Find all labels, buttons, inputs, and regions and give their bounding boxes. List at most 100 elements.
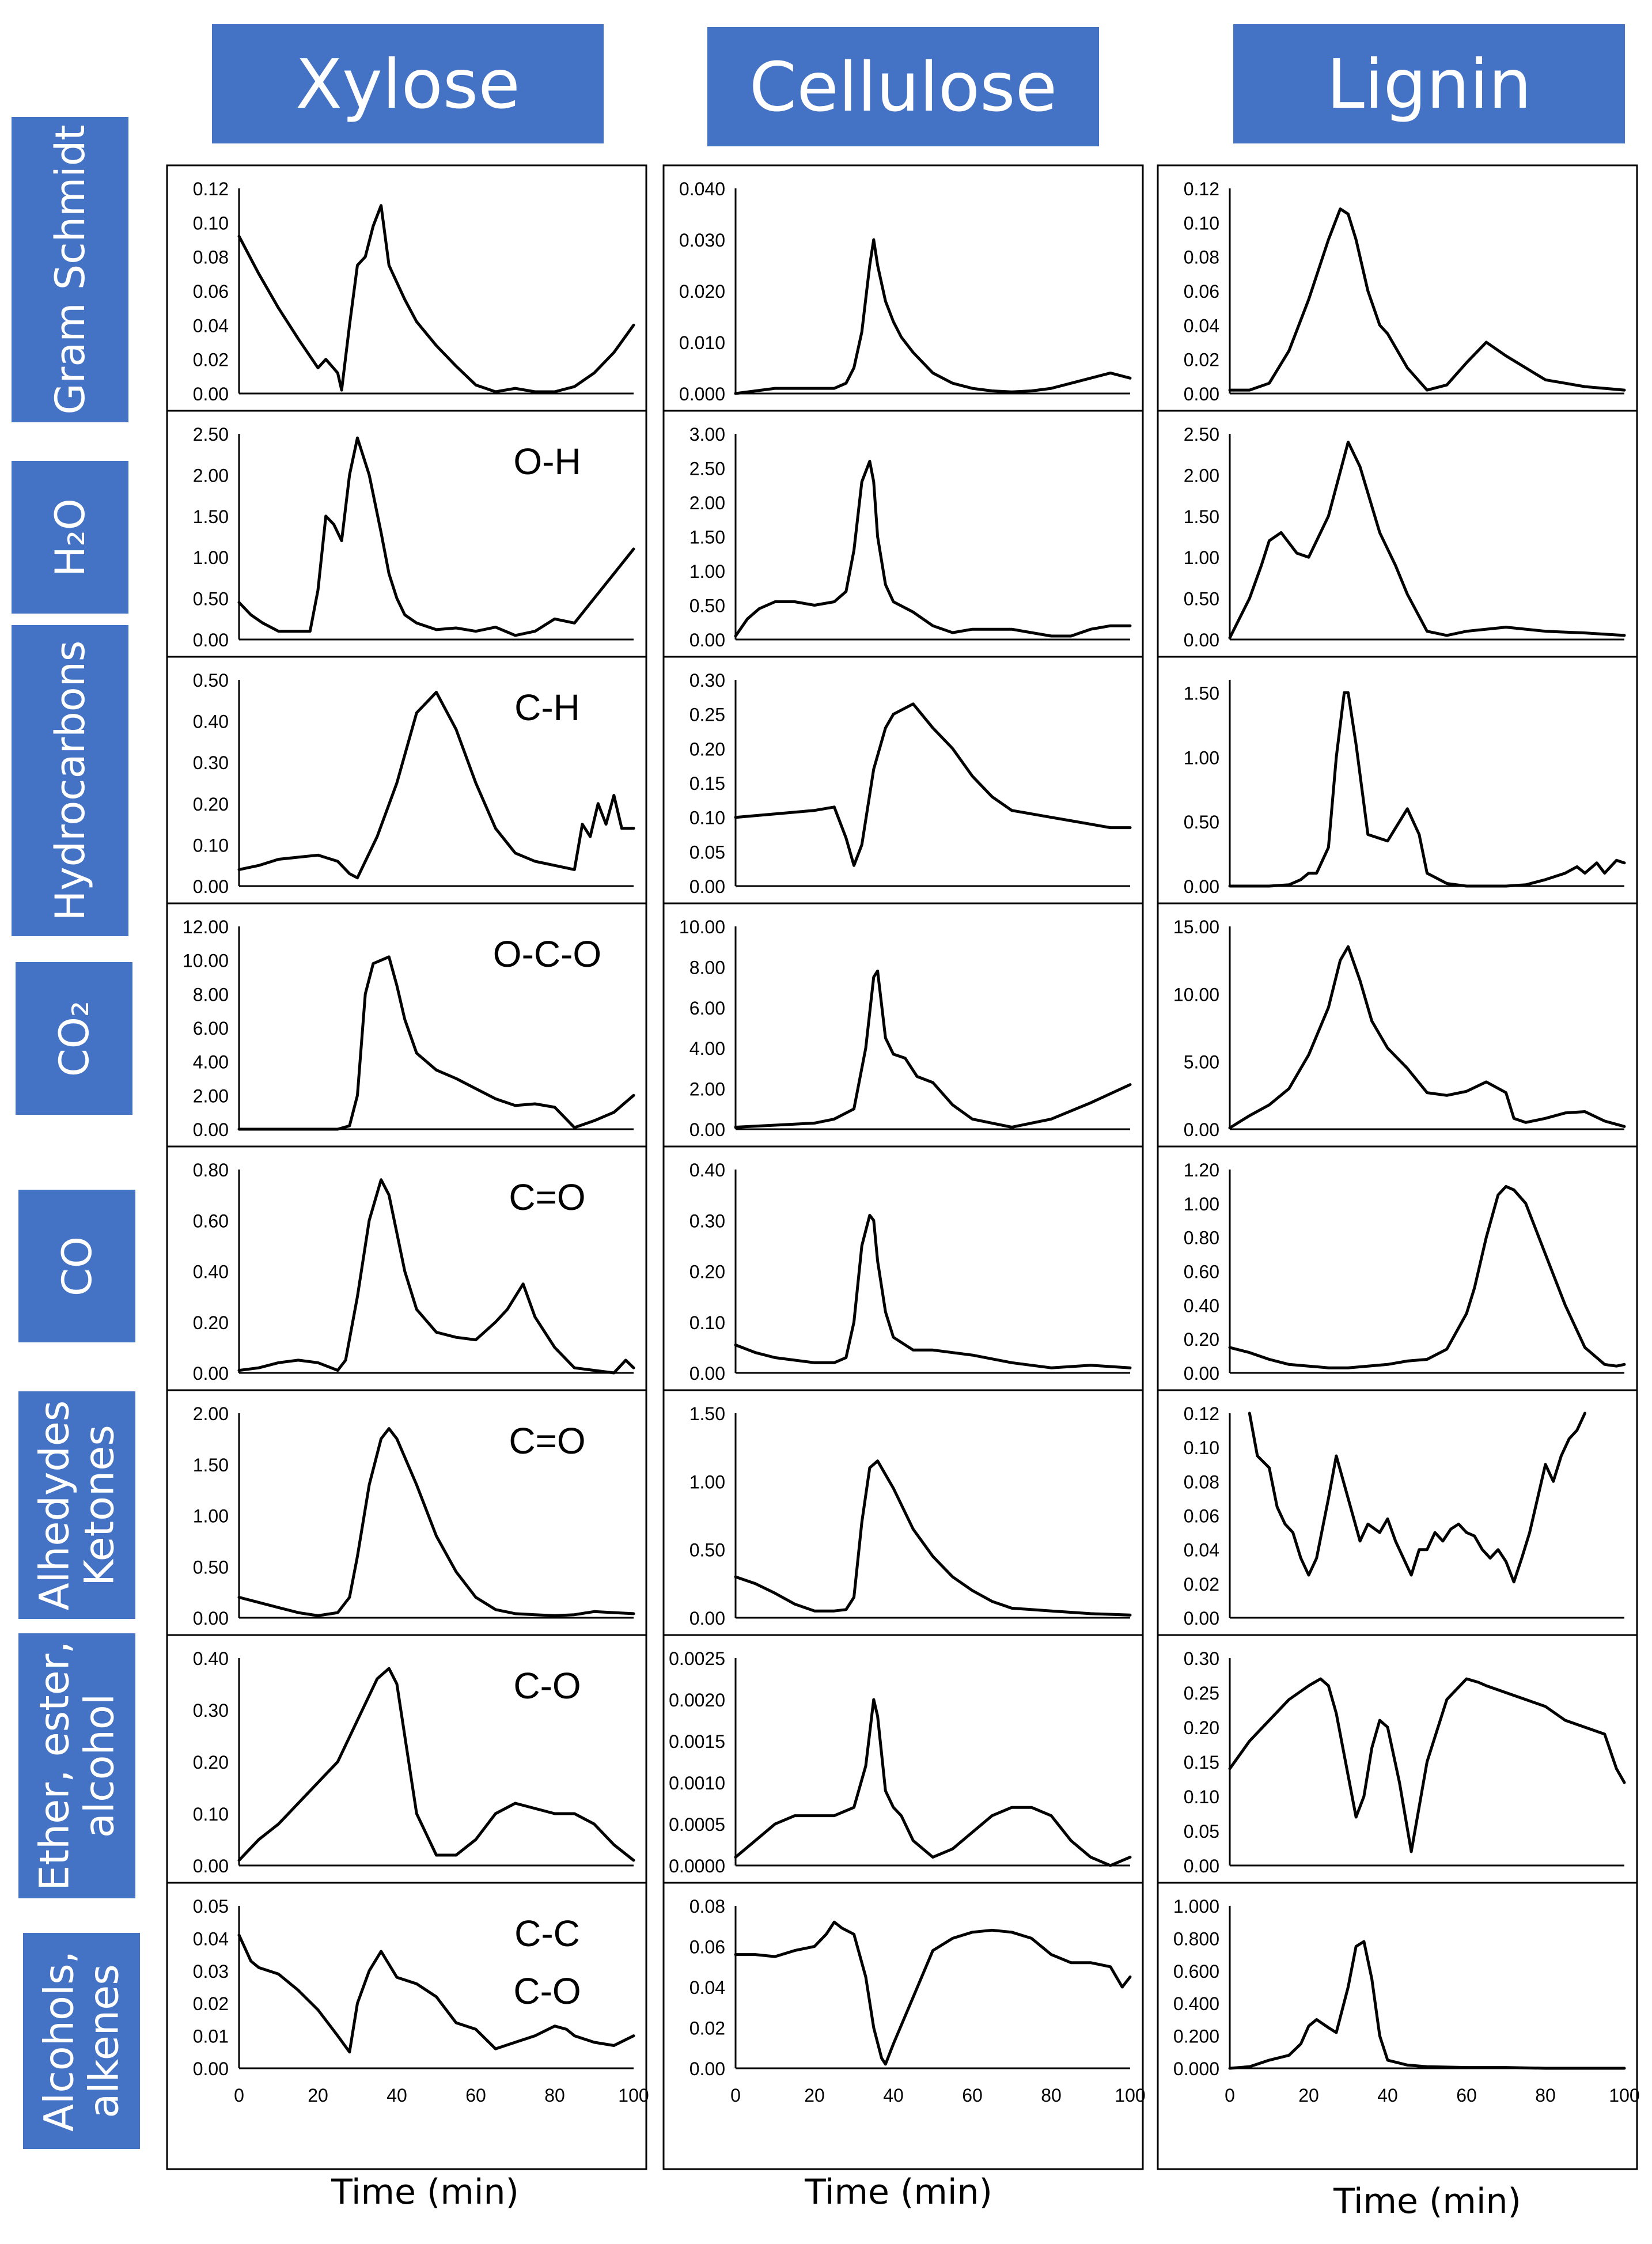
chart-cellulose-gram-schmidt: 0.000 0.010 0.020 0.030 0.040: [662, 164, 1144, 412]
y-tick-label: 0.00: [193, 2058, 229, 2079]
series-line: [237, 436, 635, 637]
y-tick-label: 0.08: [1184, 1471, 1219, 1492]
y-tick-label: 0.02: [689, 2018, 725, 2039]
y-tick-label: 3.00: [689, 424, 725, 445]
bond-label: C-H: [514, 687, 580, 728]
y-tick-label: 2.00: [193, 1085, 229, 1106]
series-line: [1228, 1185, 1626, 1369]
y-tick-label: 0.00: [193, 1119, 229, 1140]
y-tick-label: 0.00: [193, 876, 229, 897]
y-tick-label: 2.50: [689, 459, 725, 479]
chart-lignin-gram-schmidt: 0.00 0.02 0.04 0.06 0.08 0.10 0.12: [1157, 164, 1638, 412]
y-tick-label: 15.00: [1173, 917, 1219, 937]
column-header-lignin: Lignin: [1233, 24, 1625, 143]
y-tick-label: 0.50: [1184, 589, 1219, 610]
y-tick-label: 0.40: [689, 1160, 725, 1180]
y-tick-label: 1.00: [689, 1471, 725, 1492]
row-label-h2o: H₂O: [12, 461, 128, 614]
chart-xylose-ether-ester-alcohol: 0.00 0.10 0.20 0.30 0.40 C-O: [166, 1634, 647, 1884]
x-tick-label: 40: [387, 2085, 407, 2106]
y-tick-label: 0.00: [1184, 1856, 1219, 1876]
x-tick-label: 0: [234, 2085, 244, 2106]
x-axis-title-lignin: Time (min): [1333, 2181, 1521, 2222]
y-tick-label: 0.50: [193, 670, 229, 691]
y-tick-label: 1.50: [689, 1403, 725, 1424]
y-tick-label: 0.10: [1184, 1437, 1219, 1458]
y-tick-label: 0.30: [193, 1700, 229, 1721]
y-tick-label: 1.50: [193, 1455, 229, 1475]
chart-cellulose-aldehydes-ketones: 0.00 0.50 1.00 1.50: [662, 1389, 1144, 1636]
y-tick-label: 0.0010: [669, 1773, 725, 1793]
y-tick-label: 6.00: [193, 1018, 229, 1039]
y-tick-label: 0.030: [679, 230, 725, 251]
series-line: [734, 969, 1132, 1129]
chart-lignin-ether-ester-alcohol: 0.00 0.05 0.10 0.15 0.20 0.25 0.30: [1157, 1634, 1638, 1884]
y-tick-label: 1.50: [1184, 506, 1219, 527]
chart-cellulose-ether-ester-alcohol: 0.0000 0.0005 0.0010 0.0015 0.0020 0.0025: [662, 1634, 1144, 1884]
y-tick-label: 0.12: [1184, 179, 1219, 199]
y-tick-label: 0.06: [689, 1937, 725, 1958]
y-tick-label: 0.80: [1184, 1228, 1219, 1248]
bond-label: C=O: [509, 1176, 585, 1218]
y-tick-label: 0.12: [1184, 1403, 1219, 1424]
x-tick-label: 20: [1298, 2085, 1319, 2106]
chart-xylose-h2o: 0.00 0.50 1.00 1.50 2.00 2.50 O-H: [166, 410, 647, 658]
x-axis-title-cellulose: Time (min): [805, 2172, 992, 2212]
y-tick-label: 0.04: [193, 1928, 229, 1949]
y-tick-label: 0.08: [1184, 247, 1219, 268]
x-tick-label: 60: [465, 2085, 486, 2106]
x-tick-label: 100: [1609, 2085, 1639, 2106]
y-tick-label: 0.10: [689, 1312, 725, 1333]
y-tick-label: 0.30: [1184, 1648, 1219, 1669]
y-tick-label: 0.40: [193, 1648, 229, 1669]
y-tick-label: 0.50: [689, 596, 725, 616]
y-tick-label: 0.00: [1184, 384, 1219, 404]
y-tick-label: 0.00: [1184, 630, 1219, 650]
y-tick-label: 1.00: [689, 561, 725, 582]
chart-cellulose-co2: 0.00 2.00 4.00 6.00 8.00 10.00: [662, 902, 1144, 1148]
y-tick-label: 0.05: [193, 1896, 229, 1917]
row-label-co2: CO₂: [16, 962, 132, 1115]
y-tick-label: 0.06: [1184, 281, 1219, 302]
y-tick-label: 0.05: [689, 842, 725, 862]
y-tick-label: 0.00: [689, 1119, 725, 1140]
x-tick-label: 100: [1115, 2085, 1145, 2106]
series-line: [734, 1213, 1132, 1369]
chart-lignin-hydrocarbons: 0.00 0.50 1.00 1.50: [1157, 656, 1638, 905]
y-tick-label: 10.00: [679, 917, 725, 937]
y-tick-label: 0.00: [1184, 1608, 1219, 1629]
y-tick-label: 0.06: [1184, 1506, 1219, 1527]
row-label-gram-schmidt: Gram Schmidt: [12, 117, 128, 422]
series-line: [734, 1920, 1132, 2066]
series-line: [237, 1933, 635, 2054]
x-axis-title-xylose: Time (min): [331, 2172, 519, 2212]
row-label-co: CO: [18, 1190, 135, 1342]
row-label-hydrocarbons: Hydrocarbons: [12, 625, 128, 936]
chart-cellulose-alcohols-alkenes: 0.00 0.02 0.04 0.06 0.08 0 20 40 60 80 100: [662, 1882, 1146, 2170]
y-tick-label: 0.00: [689, 630, 725, 650]
series-line: [734, 238, 1132, 395]
y-tick-label: 8.00: [689, 957, 725, 978]
y-tick-label: 0.10: [193, 1804, 229, 1825]
series-line: [237, 691, 635, 880]
chart-cellulose-hydrocarbons: 0.00 0.05 0.10 0.15 0.20 0.25 0.30: [662, 656, 1144, 905]
series-line: [1228, 1940, 1626, 2070]
bond-label: C-O: [513, 1970, 581, 2012]
y-tick-label: 0.25: [1184, 1683, 1219, 1704]
y-tick-label: 0.000: [679, 384, 725, 404]
y-tick-label: 0.010: [679, 332, 725, 353]
y-tick-label: 5.00: [1184, 1052, 1219, 1073]
y-tick-label: 0.50: [193, 1557, 229, 1577]
series-line: [237, 1178, 635, 1375]
y-tick-label: 0.20: [193, 1752, 229, 1773]
chart-lignin-alcohols-alkenes: 0.000 0.200 0.400 0.600 0.800 1.000 0 20 40 60 80 1…: [1157, 1882, 1640, 2170]
y-tick-label: 0.02: [1184, 1574, 1219, 1595]
chart-lignin-h2o: 0.00 0.50 1.00 1.50 2.00 2.50: [1157, 410, 1638, 658]
x-tick-label: 20: [804, 2085, 825, 2106]
y-tick-label: 0.30: [193, 752, 229, 773]
y-tick-label: 0.05: [1184, 1821, 1219, 1842]
y-tick-label: 0.00: [1184, 1363, 1219, 1384]
y-tick-label: 0.06: [193, 281, 229, 302]
y-tick-label: 0.00: [193, 384, 229, 404]
